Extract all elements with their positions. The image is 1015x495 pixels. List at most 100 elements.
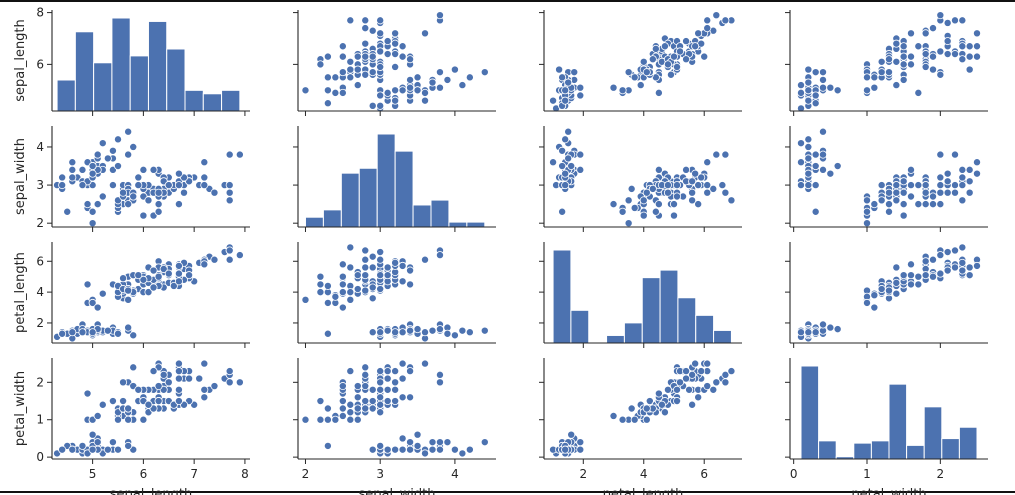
scatter-point (164, 269, 173, 278)
scatter-point (210, 382, 219, 391)
scatter-point (114, 162, 123, 171)
scatter-point (119, 274, 128, 283)
scatter-point (103, 326, 112, 335)
scatter-point (174, 200, 183, 209)
histogram-bar (412, 204, 432, 228)
scatter-point (639, 211, 648, 220)
scatter-point (929, 65, 938, 74)
x-axis-label: petal_length (603, 487, 684, 495)
scatter-point (863, 196, 872, 205)
scatter-point (951, 263, 960, 272)
y-axis-label: sepal_length (13, 19, 28, 102)
scatter-point (804, 181, 813, 190)
scatter-point (811, 99, 820, 108)
scatter-point (200, 173, 209, 182)
scatter-point (398, 359, 407, 368)
scatter-point (826, 323, 835, 332)
scatter-point (368, 385, 377, 394)
scatter-point (804, 65, 813, 74)
x-tick-label: 2 (302, 467, 310, 481)
x-tick-label: 5 (89, 467, 97, 481)
histogram-bar (570, 309, 590, 344)
scatter-point (421, 328, 430, 337)
scatter-point (688, 177, 697, 186)
scatter-point (235, 378, 244, 387)
scatter-point (353, 393, 362, 402)
scatter-point (921, 200, 930, 209)
scatter-point (88, 328, 97, 337)
scatter-point (936, 200, 945, 209)
scatter-point (564, 127, 573, 136)
scatter-point (68, 173, 77, 182)
scatter-point (907, 280, 916, 289)
scatter-point (892, 81, 901, 90)
scatter-point (435, 68, 444, 77)
scatter-point (877, 196, 886, 205)
scatter-point (965, 65, 974, 74)
scatter-point (316, 280, 325, 289)
scatter-point (376, 101, 385, 110)
scatter-point (353, 271, 362, 280)
scatter-point (892, 278, 901, 287)
scatter-point (899, 200, 908, 209)
scatter-point (648, 184, 657, 193)
scatter-point (368, 26, 377, 35)
histogram-bar (184, 89, 204, 112)
scatter-point (129, 192, 138, 201)
scatter-point (973, 29, 982, 38)
scatter-point (225, 181, 234, 190)
scatter-point (316, 288, 325, 297)
histogram-bar (56, 79, 76, 112)
scatter-point (618, 207, 627, 216)
scatter-point (899, 188, 908, 197)
scatter-point (688, 196, 697, 205)
scatter-point (973, 261, 982, 270)
scatter-point (465, 328, 474, 337)
scatter-point (225, 188, 234, 197)
scatter-point (124, 323, 133, 332)
scatter-point (870, 73, 879, 82)
scatter-point (421, 96, 430, 105)
scatter-point (892, 263, 901, 272)
scatter-point (636, 81, 645, 90)
scatter-point (174, 367, 183, 376)
histogram-bar (376, 133, 396, 228)
scatter-point (914, 88, 923, 97)
scatter-point (346, 367, 355, 376)
scatter-point (338, 42, 347, 51)
scatter-point (797, 181, 806, 190)
scatter-point (703, 382, 712, 391)
scatter-point (907, 271, 916, 280)
scatter-point (225, 367, 234, 376)
scatter-point (958, 42, 967, 51)
scatter-point (179, 188, 188, 197)
histogram-bar (466, 221, 486, 228)
scatter-point (727, 196, 736, 205)
scatter-point (833, 86, 842, 95)
y-tick-label: 3 (36, 178, 44, 192)
scatter-point (353, 415, 362, 424)
scatter-point (368, 445, 377, 454)
scatter-point (398, 328, 407, 337)
scatter-point (570, 68, 579, 77)
histogram-bar (923, 406, 943, 460)
scatter-point (943, 266, 952, 275)
scatter-point (712, 150, 721, 159)
scatter-point (958, 55, 967, 64)
scatter-point (630, 415, 639, 424)
scatter-point (421, 359, 430, 368)
scatter-point (368, 404, 377, 413)
scatter-point (323, 441, 332, 450)
scatter-point (139, 165, 148, 174)
scatter-point (119, 378, 128, 387)
scatter-point (892, 39, 901, 48)
histogram-bar (74, 31, 95, 112)
scatter-point (951, 50, 960, 59)
scatter-point (877, 285, 886, 294)
scatter-point (383, 367, 392, 376)
scatter-point (88, 445, 97, 454)
scatter-point (899, 177, 908, 186)
scatter-point (921, 188, 930, 197)
scatter-point (174, 261, 183, 270)
